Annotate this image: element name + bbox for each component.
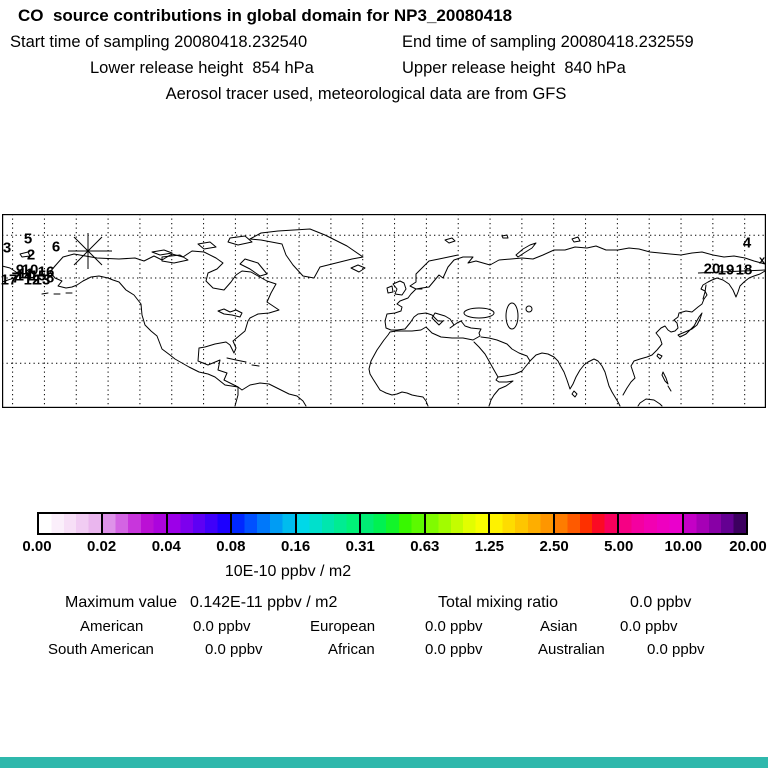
region-american-value: 0.0 ppbv	[193, 618, 251, 635]
footer-color-bar	[0, 757, 768, 768]
colorbar-segment	[425, 514, 489, 533]
colorbar-segment	[167, 514, 231, 533]
trajectory-point-label: 20	[703, 260, 721, 278]
total-mixing-ratio-value: 0.0 ppbv	[630, 594, 692, 611]
colorbar-segment	[554, 514, 618, 533]
trajectory-point-label: 13	[33, 271, 51, 289]
region-european-value: 0.0 ppbv	[425, 618, 483, 635]
maximum-value: 0.142E-11 ppbv / m2	[190, 594, 338, 611]
trajectory-point-label: 18	[735, 261, 753, 279]
colorbar-segment	[39, 514, 102, 533]
colorbar-tick: 0.31	[345, 538, 375, 555]
world-map-canvas	[2, 214, 766, 408]
colorbar-units-label: 10E-10 ppbv / m2	[224, 563, 352, 580]
trajectory-point-label: 17	[0, 271, 18, 289]
map-border	[2, 214, 766, 408]
colorbar-tick: 0.02	[86, 538, 117, 555]
graticule	[2, 214, 766, 408]
region-african-value: 0.0 ppbv	[425, 641, 483, 658]
colorbar-segment	[683, 514, 746, 533]
region-australian-value: 0.0 ppbv	[647, 641, 705, 658]
release-marker-icon	[68, 233, 112, 269]
region-south-american-label: South American	[48, 641, 154, 658]
colorbar-tick: 0.04	[151, 538, 181, 555]
trajectory-point-label: 5	[23, 230, 33, 248]
trajectory-point-label: 6	[51, 238, 61, 256]
colorbar	[37, 512, 748, 535]
region-south-american-value: 0.0 ppbv	[205, 641, 263, 658]
trajectory-point-label: 9	[15, 261, 25, 279]
region-asian-label: Asian	[540, 618, 578, 635]
colorbar-segment	[619, 514, 682, 533]
colorbar-tick: 20.00	[729, 538, 767, 555]
end-time-label: End time of sampling 20080418.232559	[402, 33, 694, 51]
colorbar-tick: 1.25	[474, 538, 504, 555]
region-european-label: European	[310, 618, 376, 635]
upper-release-label: Upper release height 840 hPa	[402, 59, 626, 77]
trajectory-point-label: 10	[21, 261, 39, 279]
trajectory-point-label: 7	[11, 269, 21, 287]
colorbar-tick: 0.63	[410, 538, 440, 555]
total-mixing-ratio-label: Total mixing ratio	[438, 594, 559, 611]
trajectory-point-label: x	[758, 254, 766, 267]
coastlines	[2, 228, 766, 407]
colorbar-segment	[490, 514, 553, 533]
trajectory-line	[697, 269, 766, 274]
colorbar-tick: 5.00	[604, 538, 634, 555]
trajectory-point-label: 3	[2, 239, 12, 257]
maximum-value-label: Maximum value	[65, 594, 178, 611]
colorbar-tick: 0.00	[22, 538, 52, 555]
trajectory-point-label: 8	[45, 269, 55, 287]
colorbar-segment	[361, 514, 424, 533]
page-title: CO source contributions in global domain…	[18, 6, 513, 25]
trajectory-point-label: 2	[26, 246, 36, 264]
colorbar-tick: 2.50	[539, 538, 569, 555]
trajectory-point-label: 16	[37, 263, 55, 281]
colorbar-tick: 0.08	[216, 538, 246, 555]
trajectory-point-label: 4	[742, 234, 752, 252]
colorbar-segment	[232, 514, 295, 533]
region-australian-label: Australian	[538, 641, 605, 658]
trajectory-point-label: 12	[23, 271, 41, 289]
region-american-label: American	[80, 618, 144, 635]
start-time-label: Start time of sampling 20080418.232540	[10, 33, 308, 51]
region-asian-value: 0.0 ppbv	[620, 618, 678, 635]
tracer-note: Aerosol tracer used, meteorological data…	[165, 85, 567, 103]
trajectory-point-label: 14	[15, 267, 33, 285]
trajectory-point-label: 11	[18, 265, 34, 283]
lower-release-label: Lower release height 854 hPa	[90, 59, 314, 77]
region-african-label: African	[328, 641, 375, 658]
colorbar-tick: 10.00	[664, 538, 703, 555]
colorbar-tick: 0.16	[280, 538, 311, 555]
colorbar-segment	[296, 514, 360, 533]
trajectory-point-label: 15	[29, 267, 47, 285]
colorbar-segment	[103, 514, 166, 533]
trajectory-point-label: 19	[717, 261, 735, 279]
world-map: 3 5 2 6 9 10 16 11 14 15 7 8 12 13 17 4 20 19 18 x	[0, 214, 766, 408]
